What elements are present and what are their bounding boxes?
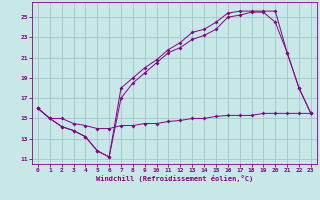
X-axis label: Windchill (Refroidissement éolien,°C): Windchill (Refroidissement éolien,°C) [96, 175, 253, 182]
